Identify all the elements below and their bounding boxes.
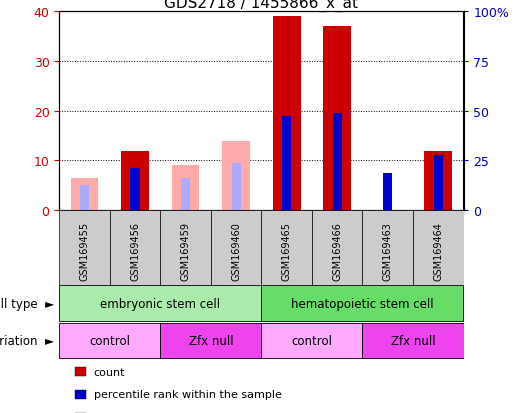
Text: GSM169459: GSM169459	[181, 222, 191, 281]
Bar	[71, 178, 98, 211]
Bar	[323, 27, 351, 211]
Bar	[160, 323, 261, 358]
Bar	[232, 164, 241, 211]
Text: control: control	[89, 334, 130, 347]
Text: GSM169466: GSM169466	[332, 222, 342, 280]
Bar	[160, 211, 211, 285]
Bar	[181, 178, 190, 211]
Text: Zfx null: Zfx null	[391, 334, 435, 347]
Text: embryonic stem cell: embryonic stem cell	[100, 297, 220, 310]
Bar	[383, 173, 392, 211]
Title: GDS2718 / 1455866_x_at: GDS2718 / 1455866_x_at	[164, 0, 358, 12]
Bar	[261, 211, 312, 285]
Text: GSM169455: GSM169455	[79, 222, 90, 281]
Bar	[59, 286, 261, 321]
Text: count: count	[94, 367, 125, 377]
Bar	[424, 151, 452, 211]
Bar	[171, 166, 199, 211]
Bar	[222, 141, 250, 211]
Text: Zfx null: Zfx null	[188, 334, 233, 347]
Bar	[312, 211, 363, 285]
Text: control: control	[291, 334, 332, 347]
Bar	[273, 17, 301, 211]
Bar	[363, 211, 413, 285]
Bar	[413, 211, 464, 285]
Bar	[59, 211, 110, 285]
Bar	[121, 151, 149, 211]
Bar	[282, 116, 291, 211]
Text: value, Detection Call = ABSENT: value, Detection Call = ABSENT	[94, 412, 270, 413]
Bar	[434, 156, 443, 211]
Text: GSM169465: GSM169465	[282, 222, 291, 281]
Text: hematopoietic stem cell: hematopoietic stem cell	[291, 297, 434, 310]
Bar	[333, 114, 342, 211]
Bar	[59, 323, 160, 358]
Bar	[80, 186, 89, 211]
Bar	[261, 286, 464, 321]
Text: cell type  ►: cell type ►	[0, 297, 54, 310]
Bar	[261, 323, 363, 358]
Bar	[363, 323, 464, 358]
Bar	[211, 211, 261, 285]
Text: GSM169460: GSM169460	[231, 222, 241, 280]
Text: GSM169464: GSM169464	[433, 222, 443, 280]
Text: percentile rank within the sample: percentile rank within the sample	[94, 389, 282, 399]
Bar	[110, 211, 160, 285]
Text: GSM169456: GSM169456	[130, 222, 140, 281]
Bar	[130, 169, 140, 211]
Text: GSM169463: GSM169463	[383, 222, 393, 280]
Text: genotype/variation  ►: genotype/variation ►	[0, 334, 54, 347]
